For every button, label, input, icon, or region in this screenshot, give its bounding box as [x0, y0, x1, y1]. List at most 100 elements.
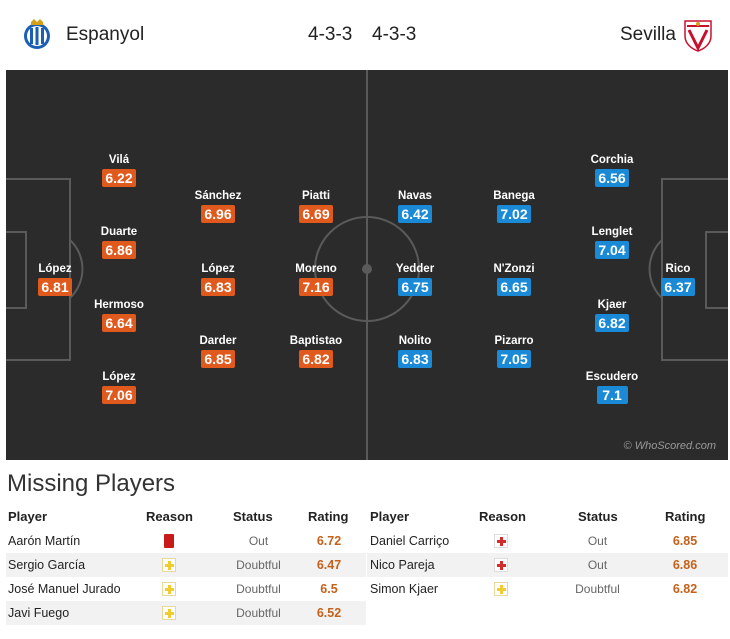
player-rating: 6.81 [38, 278, 72, 296]
missing-status: Doubtful [236, 558, 281, 572]
missing-player-name[interactable]: José Manuel Jurado [8, 582, 121, 596]
player-rating: 6.86 [102, 241, 136, 259]
missing-player-name[interactable]: Nico Pareja [370, 558, 435, 572]
home-team-name[interactable]: Espanyol [66, 24, 145, 45]
player-name: Escudero [585, 371, 639, 383]
col-reason: Reason [479, 509, 526, 524]
player-away-fw1[interactable]: Navas 6.42 [375, 189, 455, 224]
player-away-cb2[interactable]: Kjaer 6.82 [572, 298, 652, 333]
player-name: Lenglet [591, 226, 633, 238]
player-name: Navas [398, 190, 432, 202]
missing-rating: 6.52 [316, 606, 342, 620]
player-name: Hermoso [94, 299, 144, 311]
col-rating: Rating [665, 509, 706, 524]
player-name: Pizarro [494, 335, 534, 347]
player-rating: 6.83 [398, 350, 432, 368]
missing-player-name[interactable]: Aarón Martín [8, 534, 81, 548]
table-row[interactable]: Javi Fuego Doubtful 6.52 [6, 601, 366, 625]
player-name: Corchia [590, 154, 634, 166]
player-rating: 6.64 [102, 314, 136, 332]
table-row[interactable]: Aarón Martín Out 6.72 [6, 529, 366, 553]
table-row[interactable]: Sergio García Doubtful 6.47 [6, 553, 366, 577]
away-team-name[interactable]: Sevilla [620, 24, 676, 45]
missing-player-name[interactable]: Sergio García [8, 558, 86, 572]
home-formation: 4-3-3 [308, 24, 353, 45]
player-away-cm3[interactable]: Pizarro 7.05 [474, 334, 554, 369]
player-rating: 6.96 [201, 205, 235, 223]
player-home-cb1[interactable]: Duarte 6.86 [79, 225, 159, 260]
player-rating: 7.06 [102, 386, 136, 404]
away-formation: 4-3-3 [372, 24, 417, 45]
player-away-lb[interactable]: Escudero 7.1 [572, 370, 652, 405]
missing-rating: 6.82 [672, 582, 698, 596]
missing-rating: 6.86 [672, 558, 698, 572]
col-status: Status [233, 509, 273, 524]
col-reason: Reason [146, 509, 193, 524]
player-rating: 7.02 [497, 205, 531, 223]
missing-status: Doubtful [236, 582, 281, 596]
player-home-cb2[interactable]: Hermoso 6.64 [79, 298, 159, 333]
player-name: López [102, 371, 136, 383]
table-row[interactable]: Nico Pareja Out 6.86 [367, 553, 728, 577]
doubtful-icon [494, 582, 508, 596]
missing-player-name[interactable]: Javi Fuego [8, 606, 70, 620]
missing-status: Out [587, 558, 608, 572]
player-name: Rico [665, 263, 691, 275]
player-away-cm1[interactable]: Banega 7.02 [474, 189, 554, 224]
player-rating: 6.22 [102, 169, 136, 187]
player-name: N'Zonzi [493, 263, 535, 275]
espanyol-crest-icon [24, 19, 50, 49]
player-away-rb[interactable]: Corchia 6.56 [572, 153, 652, 188]
pitch-lines [6, 70, 728, 460]
doubtful-icon [162, 606, 176, 620]
missing-players-title: Missing Players [7, 470, 176, 497]
player-rating: 6.85 [201, 350, 235, 368]
player-home-fw2[interactable]: Moreno 7.16 [276, 262, 356, 297]
table-row[interactable]: Daniel Carriço Out 6.85 [367, 529, 728, 553]
player-rating: 6.56 [595, 169, 629, 187]
player-rating: 7.04 [595, 241, 629, 259]
missing-player-name[interactable]: Simon Kjaer [370, 582, 439, 596]
col-player: Player [370, 509, 410, 524]
player-home-cm2[interactable]: López 6.83 [178, 262, 258, 297]
missing-status: Doubtful [575, 582, 620, 596]
table-header: Player Reason Status Rating [367, 505, 728, 529]
player-home-lb[interactable]: López 7.06 [79, 370, 159, 405]
player-name: Yedder [395, 263, 435, 275]
table-header: Player Reason Status Rating [6, 505, 366, 529]
player-name: López [201, 263, 235, 275]
player-rating: 7.05 [497, 350, 531, 368]
missing-rating: 6.5 [320, 582, 338, 596]
player-rating: 6.69 [299, 205, 333, 223]
missing-table-away: Player Reason Status Rating Daniel Carri… [367, 505, 728, 601]
player-name: Duarte [100, 226, 138, 238]
player-rating: 6.42 [398, 205, 432, 223]
player-home-fw1[interactable]: Piatti 6.69 [276, 189, 356, 224]
injury-icon [494, 558, 508, 572]
sevilla-crest-icon [684, 20, 712, 52]
player-name: Moreno [295, 263, 337, 275]
injury-icon [494, 534, 508, 548]
player-away-gk[interactable]: Rico 6.37 [638, 262, 718, 297]
player-name: Darder [199, 335, 237, 347]
player-rating: 6.75 [398, 278, 432, 296]
pitch: López 6.81 Vilá 6.22 Duarte 6.86 Hermoso… [6, 70, 728, 460]
player-name: Kjaer [597, 299, 627, 311]
player-home-fw3[interactable]: Baptistao 6.82 [276, 334, 356, 369]
player-away-cm2[interactable]: N'Zonzi 6.65 [474, 262, 554, 297]
missing-player-name[interactable]: Daniel Carriço [370, 534, 450, 548]
player-name: López [38, 263, 72, 275]
player-away-fw3[interactable]: Nolito 6.83 [375, 334, 455, 369]
red-card-icon [164, 534, 174, 548]
player-home-cm3[interactable]: Darder 6.85 [178, 334, 258, 369]
player-name: Piatti [301, 190, 331, 202]
player-home-cm1[interactable]: Sánchez 6.96 [178, 189, 258, 224]
player-home-rb[interactable]: Vilá 6.22 [79, 153, 159, 188]
missing-rating: 6.72 [316, 534, 342, 548]
table-row[interactable]: Simon Kjaer Doubtful 6.82 [367, 577, 728, 601]
missing-status: Doubtful [236, 606, 281, 620]
player-home-gk[interactable]: López 6.81 [15, 262, 95, 297]
table-row[interactable]: José Manuel Jurado Doubtful 6.5 [6, 577, 366, 601]
player-away-cb1[interactable]: Lenglet 7.04 [572, 225, 652, 260]
player-away-fw2[interactable]: Yedder 6.75 [375, 262, 455, 297]
